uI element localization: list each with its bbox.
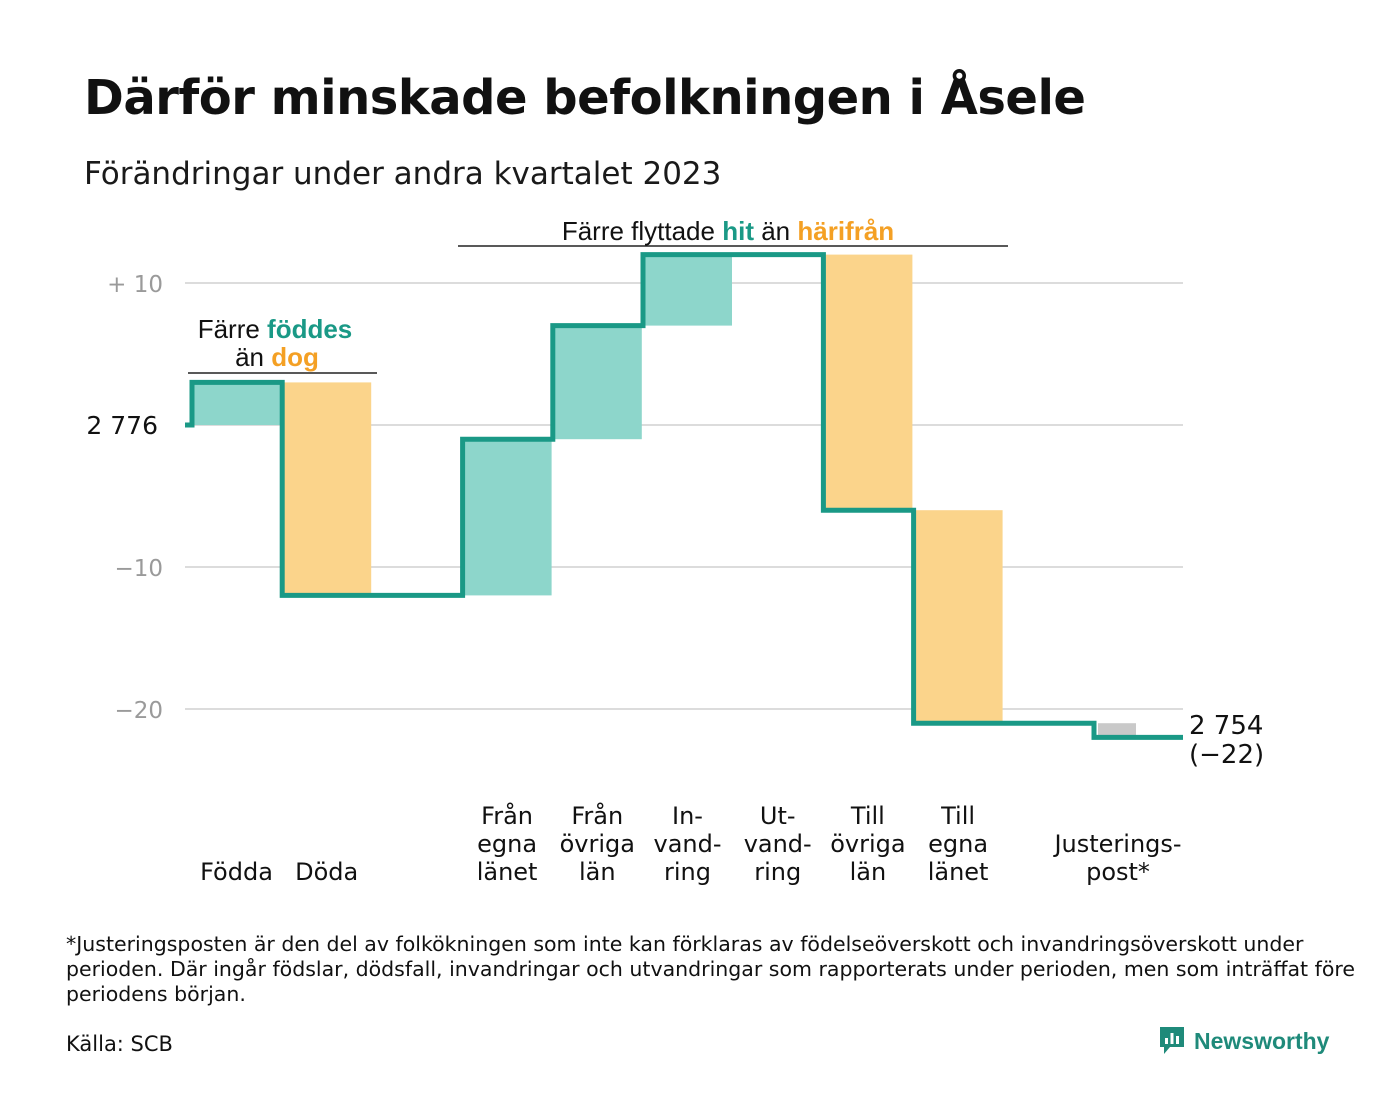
bar-invandring [643, 254, 732, 326]
bar-till-egna [913, 510, 1003, 724]
y-tick-label: + 10 [107, 272, 163, 298]
newsworthy-logo-icon [1160, 1027, 1184, 1054]
category-label-invandring: ring [664, 858, 711, 886]
category-label-fran-egna: egna [477, 830, 537, 858]
category-label-fran-egna: länet [477, 858, 538, 886]
bar-till-ovriga [823, 254, 913, 511]
y-tick-label: −20 [114, 698, 163, 724]
bar-doda [282, 382, 372, 596]
source-credit: Källa: SCB [66, 1032, 173, 1056]
annotation-migration-line1: Färre flyttade hit än härifrån [562, 216, 894, 246]
bar-fodda [192, 382, 281, 425]
category-label-invandring: vand- [653, 830, 721, 858]
category-label-justering: Justerings- [1052, 830, 1181, 858]
category-label-fran-ovriga: Från [571, 801, 623, 830]
end-change-label: (−22) [1189, 740, 1264, 770]
chart-subtitle: Förändringar under andra kvartalet 2023 [84, 156, 722, 192]
brand-logo: Newsworthy [1158, 1025, 1329, 1057]
category-label-justering: post* [1086, 858, 1150, 886]
chart-title: Därför minskade befolkningen i Åsele [84, 70, 1086, 126]
category-label-fran-egna: Från [481, 801, 533, 830]
bar-fran-egna [462, 439, 552, 596]
end-value-label: 2 754 [1189, 711, 1263, 741]
category-label-utvandring: ring [754, 858, 801, 886]
category-label-till-ovriga: län [850, 858, 887, 886]
category-label-fran-ovriga: län [579, 858, 616, 886]
category-label-invandring: In- [672, 802, 703, 830]
annotation-births-line1: Färre föddes [198, 314, 353, 344]
bar-fran-ovriga [552, 325, 642, 440]
y-tick-label: −10 [114, 556, 163, 582]
category-label-till-ovriga: Till [850, 802, 885, 830]
category-label-doda: Döda [295, 858, 358, 886]
category-label-utvandring: Ut- [760, 802, 796, 830]
category-label-till-egna: Till [940, 802, 975, 830]
start-value-label: 2 776 [86, 411, 158, 440]
category-label-till-ovriga: övriga [830, 830, 905, 858]
category-label-till-egna: egna [928, 830, 988, 858]
footnote: *Justeringsposten är den del av folkökni… [66, 932, 1355, 1006]
annotation-births-line2: än dog [235, 342, 319, 372]
cumulative-step-line [185, 252, 1183, 740]
category-label-utvandring: vand- [744, 830, 812, 858]
category-label-fran-ovriga: övriga [560, 830, 635, 858]
bar-justering [1098, 723, 1136, 738]
category-label-till-egna: länet [928, 858, 989, 886]
category-label-fodda: Födda [200, 858, 273, 886]
brand-name: Newsworthy [1194, 1027, 1330, 1054]
